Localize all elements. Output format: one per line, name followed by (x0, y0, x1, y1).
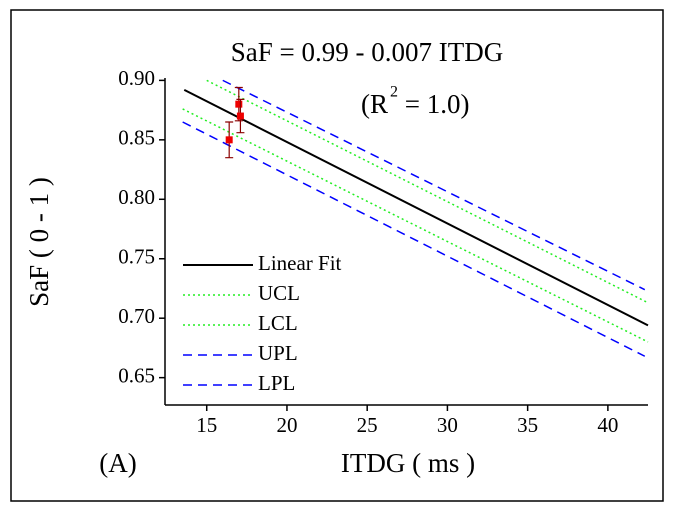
legend-label: Linear Fit (258, 251, 342, 275)
y-tick-label: 0.65 (118, 363, 155, 387)
annotation-superscript: 2 (390, 84, 398, 101)
data-point (235, 100, 243, 108)
legend-label: UCL (258, 281, 300, 305)
y-tick-label: 0.75 (118, 245, 155, 269)
legend-label: LCL (258, 311, 298, 335)
x-tick-label: 25 (357, 413, 378, 437)
y-tick-label: 0.80 (118, 185, 155, 209)
x-tick-label: 30 (437, 413, 458, 437)
panel-label: (A) (99, 448, 136, 478)
x-tick-label: 20 (276, 413, 297, 437)
series-line (182, 108, 649, 343)
series-line (222, 79, 646, 291)
x-axis-label: ITDG ( ms ) (341, 448, 475, 478)
x-tick-label: 15 (196, 413, 217, 437)
legend-label: LPL (258, 371, 295, 395)
series-line (182, 121, 646, 357)
annotation: (R (361, 89, 388, 119)
y-tick-label: 0.90 (118, 66, 155, 90)
data-point (225, 136, 233, 144)
series-line (183, 88, 649, 327)
y-axis-label: SaF ( 0 - 1 ) (24, 177, 54, 307)
data-point (236, 112, 244, 120)
series-line (206, 79, 649, 304)
legend-label: UPL (258, 341, 298, 365)
annotation: = 1.0) (398, 89, 469, 119)
y-tick-label: 0.85 (118, 126, 155, 150)
frame (10, 9, 664, 502)
x-tick-label: 35 (517, 413, 538, 437)
chart-title: SaF = 0.99 - 0.007 ITDG (231, 37, 503, 67)
x-tick-label: 40 (597, 413, 618, 437)
y-tick-label: 0.70 (118, 304, 155, 328)
